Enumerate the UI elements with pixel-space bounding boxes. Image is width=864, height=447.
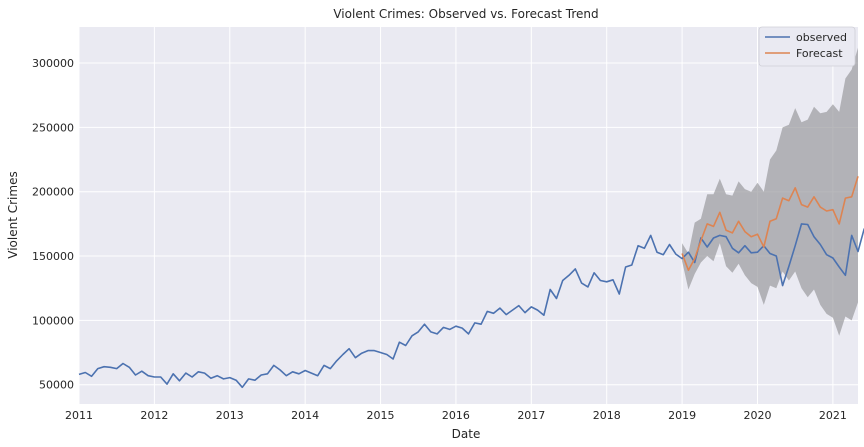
y-tick-label: 50000 bbox=[39, 379, 74, 392]
y-tick-label: 100000 bbox=[32, 314, 74, 327]
x-tick-label: 2020 bbox=[743, 409, 771, 422]
x-tick-label: 2011 bbox=[65, 409, 93, 422]
chart-title: Violent Crimes: Observed vs. Forecast Tr… bbox=[333, 7, 598, 21]
x-tick-label: 2013 bbox=[216, 409, 244, 422]
observed-line bbox=[78, 223, 864, 389]
y-tick-labels: 50000 100000 150000 200000 250000 300000 bbox=[32, 57, 74, 392]
legend-label-observed: observed bbox=[796, 31, 847, 44]
forecast-line bbox=[681, 176, 859, 272]
x-tick-label: 2021 bbox=[819, 409, 847, 422]
confidence-interval bbox=[682, 47, 858, 336]
x-tick-label: 2014 bbox=[291, 409, 319, 422]
confidence-band bbox=[682, 47, 858, 336]
y-tick-label: 200000 bbox=[32, 186, 74, 199]
legend-label-forecast: Forecast bbox=[796, 47, 843, 60]
x-tick-label: 2015 bbox=[367, 409, 395, 422]
x-tick-label: 2019 bbox=[668, 409, 696, 422]
y-tick-label: 150000 bbox=[32, 250, 74, 263]
x-axis-label: Date bbox=[452, 427, 481, 441]
y-tick-label: 250000 bbox=[32, 121, 74, 134]
x-tick-label: 2018 bbox=[593, 409, 621, 422]
legend: observed Forecast bbox=[758, 26, 856, 67]
y-axis-label: Violent Crimes bbox=[6, 171, 20, 258]
y-tick-label: 300000 bbox=[32, 57, 74, 70]
series-lines bbox=[78, 176, 864, 389]
x-tick-label: 2016 bbox=[442, 409, 470, 422]
x-tick-labels: 2011 2012 2013 2014 2015 2016 2017 2018 2019 2020… bbox=[65, 409, 847, 422]
x-tick-label: 2017 bbox=[517, 409, 545, 422]
x-tick-label: 2012 bbox=[140, 409, 168, 422]
